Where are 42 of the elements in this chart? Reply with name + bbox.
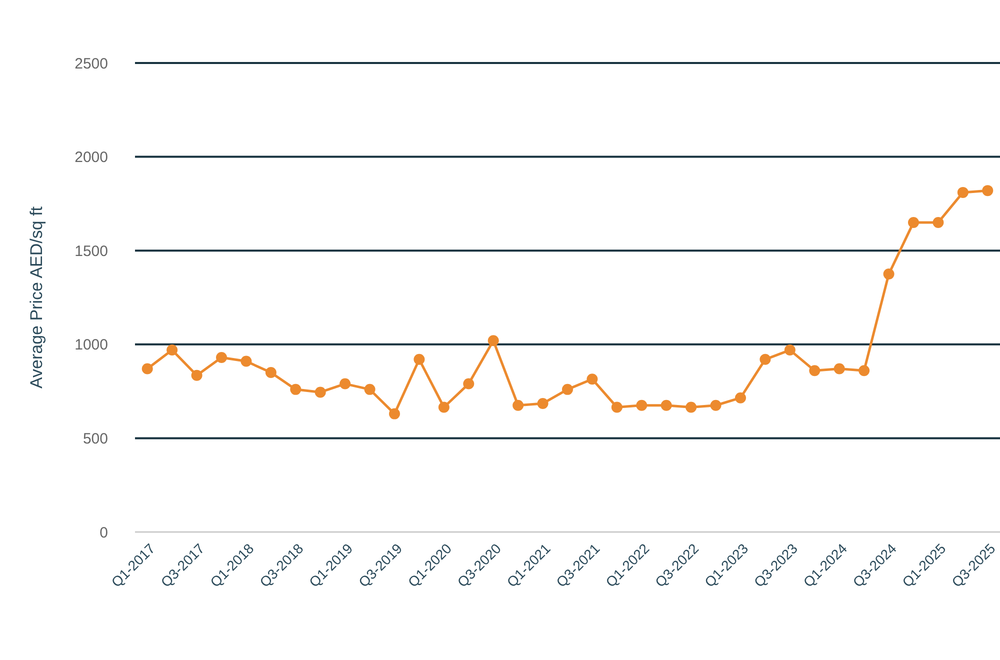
point bbox=[932, 216, 944, 228]
point bbox=[636, 400, 648, 411]
point bbox=[957, 186, 968, 198]
point bbox=[240, 356, 252, 367]
point bbox=[710, 400, 722, 411]
point bbox=[340, 378, 351, 390]
point bbox=[760, 354, 771, 365]
point bbox=[908, 216, 919, 228]
point bbox=[216, 352, 227, 364]
point bbox=[586, 374, 598, 385]
point bbox=[191, 370, 202, 381]
point bbox=[735, 392, 746, 404]
point bbox=[784, 344, 796, 356]
point bbox=[611, 402, 622, 413]
point bbox=[512, 400, 524, 411]
point bbox=[562, 384, 573, 395]
point bbox=[389, 408, 400, 420]
y-axis-title: Average Price AED/sq ft bbox=[27, 206, 46, 389]
point bbox=[488, 335, 499, 346]
point bbox=[883, 268, 894, 280]
point bbox=[982, 185, 994, 196]
point bbox=[537, 398, 548, 409]
point bbox=[314, 386, 326, 398]
point bbox=[686, 402, 697, 413]
y-tick-label: 1000 bbox=[74, 336, 108, 354]
point bbox=[858, 365, 870, 376]
y-tick-label: 2000 bbox=[74, 149, 108, 166]
point bbox=[414, 354, 425, 365]
point bbox=[463, 378, 474, 390]
point bbox=[834, 363, 845, 374]
y-tick-label: 0 bbox=[100, 524, 108, 542]
point bbox=[166, 344, 178, 356]
point bbox=[364, 384, 376, 395]
point bbox=[809, 365, 820, 376]
point bbox=[265, 367, 276, 378]
y-tick-label: 2500 bbox=[74, 55, 108, 72]
point bbox=[290, 384, 302, 395]
point bbox=[438, 402, 450, 413]
point bbox=[142, 363, 153, 374]
y-tick-label: 500 bbox=[82, 430, 108, 448]
point bbox=[660, 400, 672, 411]
y-tick-label: 1500 bbox=[74, 242, 108, 260]
